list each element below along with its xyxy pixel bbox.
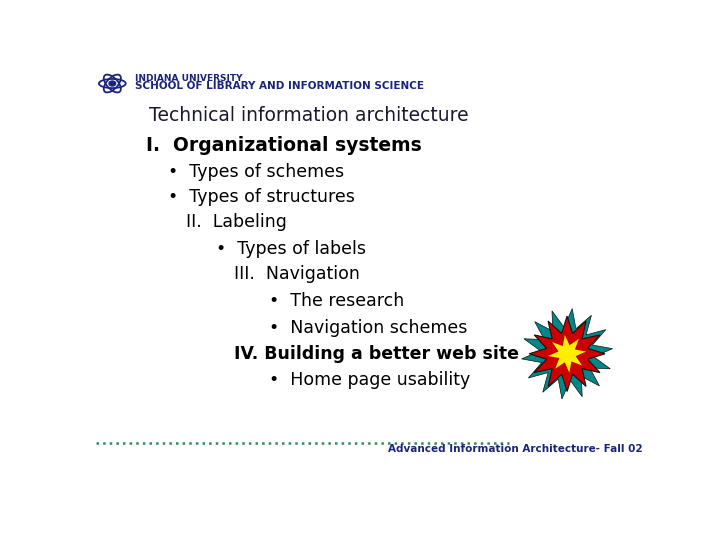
Text: •  Types of structures: • Types of structures bbox=[168, 188, 355, 206]
Text: IV. Building a better web site: IV. Building a better web site bbox=[234, 345, 519, 363]
Polygon shape bbox=[529, 316, 605, 392]
Text: •  Navigation schemes: • Navigation schemes bbox=[269, 319, 467, 336]
Text: SCHOOL OF LIBRARY AND INFORMATION SCIENCE: SCHOOL OF LIBRARY AND INFORMATION SCIENC… bbox=[135, 80, 423, 91]
Circle shape bbox=[109, 81, 116, 86]
Text: •  Types of schemes: • Types of schemes bbox=[168, 163, 344, 181]
Text: •  Types of labels: • Types of labels bbox=[215, 240, 366, 258]
Text: •  Home page usability: • Home page usability bbox=[269, 371, 470, 389]
Text: I.  Organizational systems: I. Organizational systems bbox=[145, 136, 421, 155]
Polygon shape bbox=[548, 335, 586, 373]
Polygon shape bbox=[521, 308, 613, 399]
Text: III.  Navigation: III. Navigation bbox=[234, 265, 360, 284]
Text: •  The research: • The research bbox=[269, 292, 404, 310]
Text: Technical information architecture: Technical information architecture bbox=[148, 106, 468, 125]
Text: INDIANA UNIVERSITY: INDIANA UNIVERSITY bbox=[135, 75, 242, 84]
Text: Advanced Information Architecture- Fall 02: Advanced Information Architecture- Fall … bbox=[388, 444, 642, 455]
Text: II.  Labeling: II. Labeling bbox=[186, 213, 287, 231]
